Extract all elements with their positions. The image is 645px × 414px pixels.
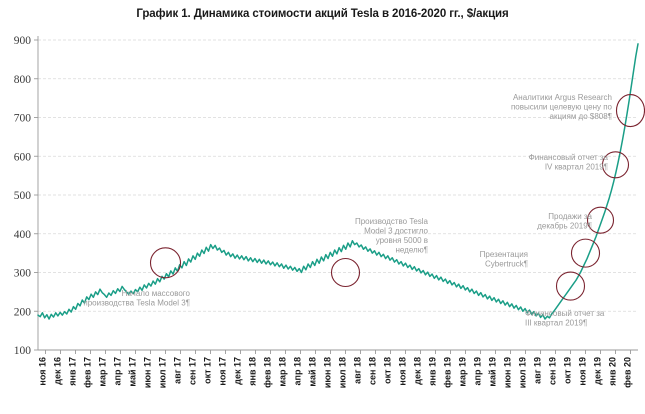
annotation-label-q4-2019-report: Финансовый отчет за IV квартал 2019¶: [529, 153, 609, 172]
annotation-marker-model3-5000-week: [330, 257, 361, 288]
x-axis-tick-label: ноя 17: [218, 357, 228, 386]
y-axis-tick-label: 200: [14, 306, 32, 318]
annotation-marker-model3-start: [149, 247, 182, 279]
x-axis-tick-label: мар 19: [458, 357, 468, 387]
x-axis: ноя 16 дек 16 янв 17 фев 17 мар 17 апр 17 май …: [38, 349, 638, 388]
x-axis-tick-label: сен 17: [188, 357, 198, 385]
x-axis-tick-label: май 19: [488, 357, 498, 387]
y-axis-tick-label: 900: [14, 35, 32, 47]
x-axis-tick-label: фев 19: [443, 357, 453, 388]
y-axis-tick-label: 100: [14, 345, 32, 357]
y-axis-tick-label: 500: [14, 190, 32, 202]
x-axis-tick-label: июл 18: [338, 357, 348, 388]
x-axis-tick-label: дек 16: [53, 357, 63, 385]
x-axis-tick-label: окт 19: [563, 357, 573, 384]
annotation-label-december-sales: Продажи за декабрь 2019¶: [537, 212, 592, 231]
x-axis-tick-label: апр 18: [293, 357, 303, 385]
x-axis-tick-label: окт 18: [383, 357, 393, 384]
annotation-label-cybertruck-presentation: Презентация Cybertruck¶: [480, 250, 528, 269]
x-axis-tick-label: янв 19: [428, 357, 438, 386]
x-axis-tick-label: сен 19: [548, 357, 558, 385]
y-axis: 900 800 700 600 500 400 300 200 100: [14, 35, 39, 357]
x-axis-tick-label: сен 18: [368, 357, 378, 385]
x-axis-tick-label: май 17: [128, 357, 138, 387]
annotation-marker-argus-research-target: [615, 93, 645, 128]
annotation-marker-december-sales: [586, 206, 615, 234]
annotation-label-model3-start: Начало массового производства Tesla Model…: [83, 289, 190, 308]
y-axis-tick-label: 800: [14, 74, 32, 86]
x-axis-tick-label: янв 20: [608, 357, 618, 386]
x-axis-tick-label: авг 18: [353, 357, 363, 384]
annotation-label-argus-research-target: Аналитики Argus Research повысили целевую…: [511, 93, 613, 121]
annotation-label-model3-5000-week: Производство Tesla Model 3 достигло уровня…: [355, 217, 429, 255]
x-axis-tick-label: май 18: [308, 357, 318, 387]
x-axis-tick-label: фев 17: [83, 357, 93, 388]
annotation-marker-q4-2019-report: [601, 151, 630, 179]
x-axis-tick-label: ноя 18: [398, 357, 408, 386]
x-axis-tick-label: апр 17: [113, 357, 123, 385]
x-axis-tick-label: июн 19: [503, 357, 513, 388]
x-axis-tick-label: окт 17: [203, 357, 213, 384]
x-axis-tick-label: апр 19: [473, 357, 483, 385]
x-axis-tick-label: ноя 16: [38, 357, 48, 386]
x-axis-tick-label: фев 20: [623, 357, 633, 388]
x-axis-tick-label: дек 19: [593, 357, 603, 385]
x-axis-tick-label: июл 17: [158, 357, 168, 388]
x-axis-tick-label: авг 17: [173, 357, 183, 384]
x-axis-tick-label: мар 18: [278, 357, 288, 387]
chart-title: График 1. Динамика стоимости акций Tesla…: [136, 8, 509, 20]
series-tesla-line: [37, 43, 639, 320]
x-axis-tick-label: дек 18: [413, 357, 423, 385]
y-axis-tick-label: 700: [14, 113, 32, 125]
y-axis-tick-label: 400: [14, 229, 32, 241]
x-axis-tick-label: янв 18: [248, 357, 258, 386]
annotation-label-q3-2019-report: Финансовый отчет за III квартал 2019¶: [525, 309, 605, 328]
x-axis-tick-label: июн 18: [323, 357, 333, 388]
annotation-markers: [149, 93, 645, 301]
x-axis-tick-label: авг 19: [533, 357, 543, 384]
x-axis-tick-label: янв 17: [68, 357, 78, 386]
y-axis-tick-label: 300: [14, 268, 32, 280]
x-axis-tick-label: июн 17: [143, 357, 153, 388]
y-axis-tick-label: 600: [14, 151, 32, 163]
x-axis-tick-label: мар 17: [98, 357, 108, 387]
series-line-tesla: [37, 43, 639, 320]
annotation-marker-q3-2019-report: [555, 271, 586, 301]
annotation-marker-cybertruck-presentation: [570, 238, 601, 268]
annotation-labels: Начало массового производства Tesla Model…: [83, 93, 612, 328]
x-axis-tick-label: ноя 19: [578, 357, 588, 386]
x-axis-tick-label: фев 18: [263, 357, 273, 388]
x-axis-tick-label: июл 19: [518, 357, 528, 388]
x-axis-tick-label: дек 17: [233, 357, 243, 385]
